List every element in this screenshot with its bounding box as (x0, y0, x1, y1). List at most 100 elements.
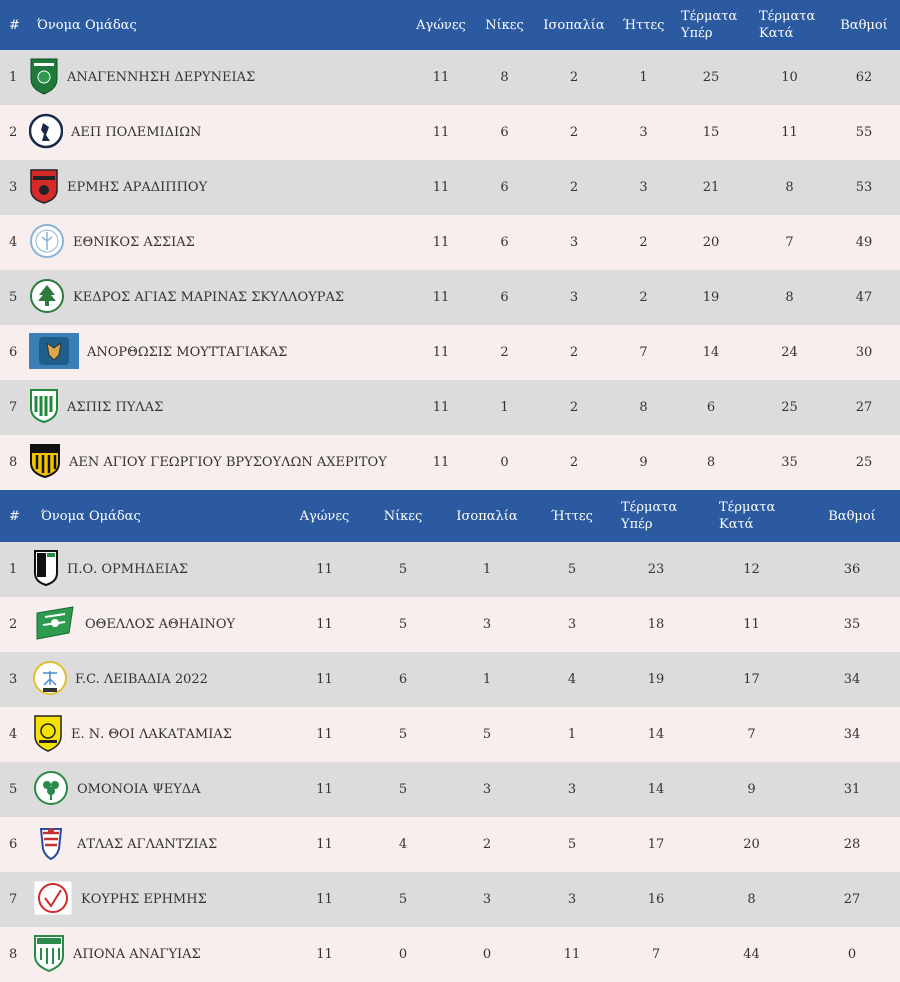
kedros-crest-icon (29, 278, 65, 318)
draws-cell: 2 (569, 455, 579, 470)
played-cell: 11 (316, 727, 333, 742)
team-cell: ΑΤΛΑΣ ΑΓΛΑΝΤΖΙΑΣ (33, 817, 286, 872)
played-cell: 11 (316, 672, 333, 687)
goals-against-header: Τέρματα Κατά (719, 500, 776, 532)
table-row: 2 ΟΘΕΛΛΟΣ ΑΘΗΑΙΝΟΥ 11 5 3 3 18 11 35 (0, 597, 900, 652)
played-cell: 11 (432, 290, 450, 305)
team-name[interactable]: ΟΜΟΝΟΙΑ ΨΕΥΔΑ (77, 782, 201, 797)
team-name[interactable]: Π.Ο. ΟΡΜΗΔΕΙΑΣ (67, 562, 189, 577)
rank-cell: 1 (9, 562, 18, 577)
goals-for-cell: 17 (647, 837, 665, 852)
team-name[interactable]: F.C. ΛΕΙΒΑΔΙΑ 2022 (75, 672, 208, 687)
standings-table-group-1: # Όνομα Ομάδας Αγώνες Νίκες Ισοπαλία Ήττ… (0, 0, 900, 490)
team-name[interactable]: ΑΕΠ ΠΟΛΕΜΙΔΙΩΝ (71, 125, 202, 140)
team-name[interactable]: Ε. Ν. ΘΟΙ ΛΑΚΑΤΑΜΙΑΣ (71, 727, 232, 742)
goals-against-cell: 24 (781, 345, 798, 360)
goals-against-header: Τέρματα Κατά (759, 9, 816, 41)
points-header: Βαθμοί (828, 508, 876, 524)
points-cell: 53 (855, 180, 873, 195)
team-cell: Π.Ο. ΟΡΜΗΔΕΙΑΣ (33, 542, 286, 597)
played-cell: 11 (432, 345, 450, 360)
team-name[interactable]: ΑΤΛΑΣ ΑΓΛΑΝΤΖΙΑΣ (77, 837, 218, 852)
atlas-aglantzias-crest-icon (33, 825, 69, 865)
team-name[interactable]: ΑΝΟΡΘΩΣΙΣ ΜΟΥΤΤΑΓΙΑΚΑΣ (87, 345, 288, 360)
table-row: 8 ΑΕΝ ΑΓΙΟΥ ΓΕΩΡΓΙΟΥ ΒΡΥΣΟΥΛΩΝ ΑΧΕΡΙΤΟΥ 11… (0, 435, 900, 490)
team-name[interactable]: ΑΠΟΝΑ ΑΝΑΓΥΙΑΣ (73, 947, 201, 962)
team-name[interactable]: ΑΕΝ ΑΓΙΟΥ ΓΕΩΡΓΙΟΥ ΒΡΥΣΟΥΛΩΝ ΑΧΕΡΙΤΟΥ (69, 455, 387, 470)
points-cell: 62 (855, 70, 873, 85)
rank-cell: 4 (9, 727, 18, 742)
team-name[interactable]: ΕΡΜΗΣ ΑΡΑΔΙΠΠΟΥ (67, 180, 208, 195)
losses-cell: 3 (639, 125, 648, 140)
fc-livadia-crest-icon (33, 659, 67, 701)
wins-cell: 5 (398, 617, 408, 632)
losses-cell: 3 (639, 180, 648, 195)
rank-cell: 4 (9, 235, 18, 250)
losses-header: Ήττες (622, 17, 665, 33)
wins-cell: 5 (398, 562, 408, 577)
team-name[interactable]: ΚΟΥΡΗΣ ΕΡΗΜΗΣ (81, 892, 207, 907)
points-cell: 34 (843, 727, 861, 742)
team-cell: ΟΜΟΝΟΙΑ ΨΕΥΔΑ (33, 762, 286, 817)
losses-cell: 3 (567, 617, 577, 632)
wins-cell: 6 (500, 290, 509, 305)
wins-cell: 0 (500, 455, 509, 470)
aep-polemidion-crest-icon (28, 113, 64, 153)
goals-against-cell: 12 (743, 562, 760, 577)
team-cell: F.C. ΛΕΙΒΑΔΙΑ 2022 (33, 652, 286, 707)
goals-for-cell: 21 (702, 180, 720, 195)
rank-cell: 6 (9, 837, 18, 852)
draws-cell: 2 (569, 400, 579, 415)
wins-cell: 5 (398, 782, 408, 797)
goals-for-cell: 7 (651, 947, 661, 962)
goals-against-cell: 11 (743, 617, 760, 632)
team-name[interactable]: ΑΣΠΙΣ ΠΥΛΑΣ (67, 400, 164, 415)
table-row: 7 ΑΣΠΙΣ ΠΥΛΑΣ 11 1 2 8 6 25 27 (0, 380, 900, 435)
played-cell: 11 (316, 562, 333, 577)
played-cell: 11 (316, 782, 333, 797)
losses-cell: 7 (639, 345, 648, 360)
goals-for-cell: 19 (647, 672, 665, 687)
team-name[interactable]: ΟΘΕΛΛΟΣ ΑΘΗΑΙΝΟΥ (85, 617, 236, 632)
losses-cell: 5 (567, 562, 577, 577)
draws-cell: 3 (569, 235, 579, 250)
table-row: 7 ΚΟΥΡΗΣ ΕΡΗΜΗΣ 11 5 3 3 16 8 27 (0, 872, 900, 927)
table-row: 3 ΕΡΜΗΣ ΑΡΑΔΙΠΠΟΥ 11 6 2 3 21 8 53 (0, 160, 900, 215)
points-cell: 36 (843, 562, 861, 577)
team-cell: ΕΘΝΙΚΟΣ ΑΣΣΙΑΣ (29, 215, 405, 270)
rank-header: # (9, 17, 20, 33)
rank-cell: 7 (9, 892, 18, 907)
draws-cell: 5 (482, 727, 492, 742)
goals-against-cell: 35 (781, 455, 798, 470)
points-cell: 55 (855, 125, 873, 140)
team-name[interactable]: ΑΝΑΓΕΝΝΗΣΗ ΔΕΡΥΝΕΙΑΣ (67, 70, 256, 85)
wins-header: Νίκες (383, 508, 423, 524)
goals-for-cell: 23 (647, 562, 665, 577)
draws-cell: 2 (569, 70, 579, 85)
losses-cell: 3 (567, 892, 577, 907)
team-header: Όνομα Ομάδας (41, 508, 141, 524)
table-row: 4 Ε. Ν. ΘΟΙ ΛΑΚΑΤΑΜΙΑΣ 11 5 5 1 14 7 34 (0, 707, 900, 762)
draws-header: Ισοπαλία (543, 17, 605, 33)
table-row: 6 ΑΤΛΑΣ ΑΓΛΑΝΤΖΙΑΣ 11 4 2 5 17 20 28 (0, 817, 900, 872)
team-name[interactable]: ΕΘΝΙΚΟΣ ΑΣΣΙΑΣ (73, 235, 195, 250)
wins-cell: 4 (398, 837, 408, 852)
team-cell: ΟΘΕΛΛΟΣ ΑΘΗΑΙΝΟΥ (33, 597, 286, 652)
table-row: 1 ΑΝΑΓΕΝΝΗΣΗ ΔΕΡΥΝΕΙΑΣ 11 8 2 1 25 10 62 (0, 50, 900, 105)
table-row: 4 ΕΘΝΙΚΟΣ ΑΣΣΙΑΣ 11 6 3 2 20 7 49 (0, 215, 900, 270)
wins-cell: 1 (500, 400, 509, 415)
goals-against-cell: 17 (743, 672, 760, 687)
team-name[interactable]: ΚΕΔΡΟΣ ΑΓΙΑΣ ΜΑΡΙΝΑΣ ΣΚΥΛΛΟΥΡΑΣ (73, 290, 345, 305)
omonoia-psevda-crest-icon (33, 770, 69, 810)
draws-cell: 3 (482, 782, 492, 797)
thoi-lakatamias-crest-icon (33, 714, 63, 756)
table-row: 8 ΑΠΟΝΑ ΑΝΑΓΥΙΑΣ 11 0 0 11 7 44 0 (0, 927, 900, 982)
table-row: 5 ΟΜΟΝΟΙΑ ΨΕΥΔΑ 11 5 3 3 14 9 31 (0, 762, 900, 817)
draws-cell: 1 (482, 672, 492, 687)
played-header: Αγώνες (299, 508, 350, 524)
goals-against-cell: 7 (747, 727, 756, 742)
rank-cell: 8 (9, 947, 18, 962)
played-cell: 11 (432, 400, 450, 415)
team-cell: ΑΝΟΡΘΩΣΙΣ ΜΟΥΤΤΑΓΙΑΚΑΣ (29, 325, 405, 380)
team-cell: ΕΡΜΗΣ ΑΡΑΔΙΠΠΟΥ (29, 160, 405, 215)
